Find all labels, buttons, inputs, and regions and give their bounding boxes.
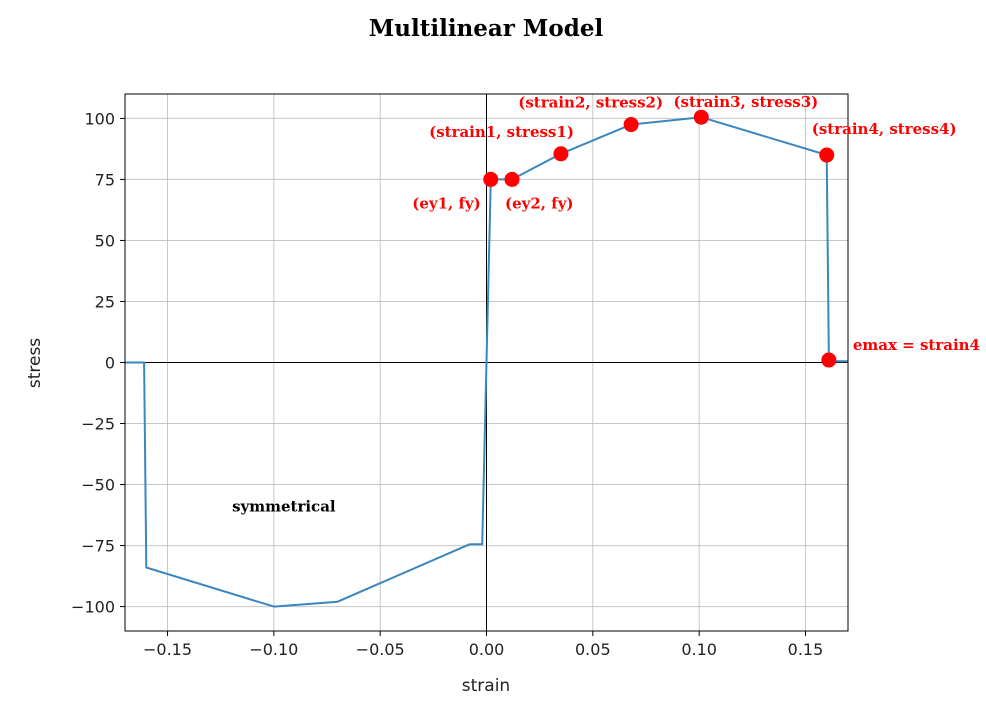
x-tick-label: 0.10 (681, 640, 717, 659)
y-tick-label: −25 (81, 415, 115, 434)
annotation-label: (strain3, stress3) (673, 93, 818, 111)
data-point (821, 352, 837, 368)
annotations: (ey1, fy) (ey2, fy) (strain1, stress1) (str… (232, 93, 980, 515)
x-axis-ticks: −0.15 −0.10 −0.05 0.00 0.05 0.10 0.15 (143, 631, 823, 659)
x-tick-label: −0.05 (356, 640, 405, 659)
x-tick-label: 0.05 (575, 640, 611, 659)
y-tick-label: 25 (95, 292, 115, 311)
x-tick-label: −0.10 (249, 640, 298, 659)
y-tick-label: 100 (84, 109, 115, 128)
annotation-label: (ey1, fy) (412, 194, 481, 212)
annotation-label: (strain1, stress1) (429, 123, 574, 141)
data-point (623, 117, 639, 133)
y-axis-ticks: 100 75 50 25 0 −25 −50 −75 −100 (71, 109, 125, 617)
data-point (693, 109, 709, 125)
y-tick-label: 50 (95, 231, 115, 250)
data-point (483, 171, 499, 187)
y-tick-label: 0 (105, 354, 115, 373)
annotation-label: (strain2, stress2) (518, 94, 663, 112)
chart-title: Multilinear Model (369, 15, 604, 42)
x-axis-label: strain (462, 676, 510, 696)
x-tick-label: −0.15 (143, 640, 192, 659)
data-point (504, 171, 520, 187)
y-tick-label: 75 (95, 170, 115, 189)
x-tick-label: 0.00 (469, 640, 505, 659)
y-tick-label: −50 (81, 476, 115, 495)
annotation-label: emax = strain4 (853, 336, 980, 354)
points-layer (483, 109, 837, 368)
annotation-label: (strain4, stress4) (812, 120, 957, 138)
data-point (553, 146, 569, 162)
annotation-label: (ey2, fy) (505, 194, 574, 212)
y-axis-label: stress (25, 338, 45, 388)
data-point (819, 147, 835, 163)
y-tick-label: −75 (81, 537, 115, 556)
x-tick-label: 0.15 (788, 640, 824, 659)
y-tick-label: −100 (71, 598, 115, 617)
annotation-label: symmetrical (232, 497, 336, 515)
